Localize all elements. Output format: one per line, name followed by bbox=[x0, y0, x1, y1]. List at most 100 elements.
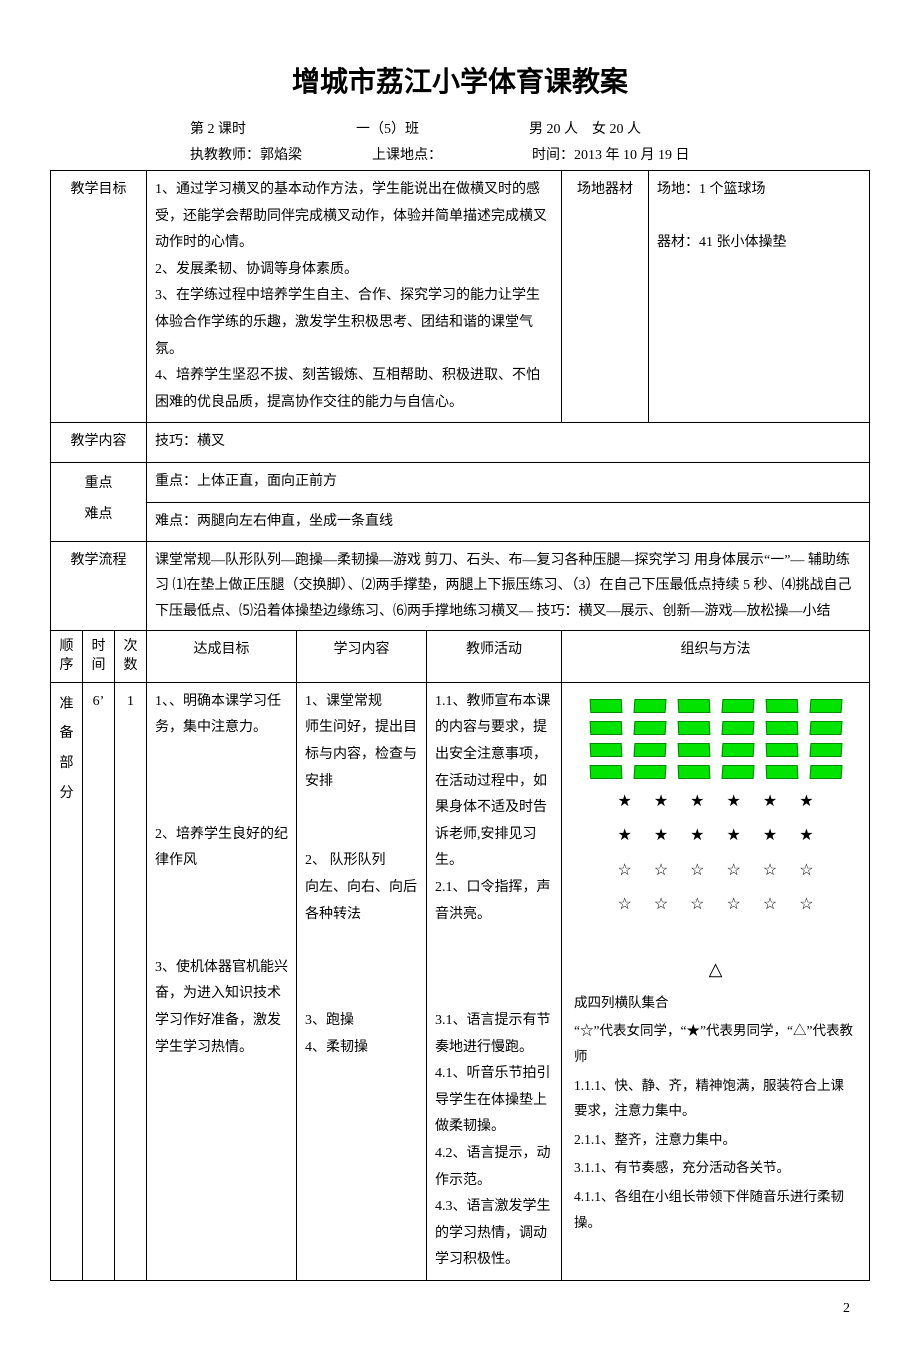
star-row: ★★★★★★ bbox=[570, 821, 861, 851]
star-outline-icon: ☆ bbox=[727, 856, 741, 886]
star-outline-icon: ☆ bbox=[763, 856, 777, 886]
mat-icon bbox=[633, 765, 666, 779]
kd-label-1: 重点 bbox=[59, 469, 138, 500]
table-row: 顺序 时间 次数 达成目标 学习内容 教师活动 组织与方法 bbox=[51, 630, 870, 682]
mat-icon bbox=[809, 765, 842, 779]
section-char: 准 bbox=[59, 692, 74, 719]
goal-text: 1、通过学习横叉的基本动作方法，学生能说出在做横叉时的感受，还能学会帮助同伴完成… bbox=[147, 171, 562, 423]
hdr-count: 次数 bbox=[115, 630, 147, 682]
mat-row bbox=[570, 765, 861, 779]
star-outline-icon: ☆ bbox=[654, 856, 668, 886]
prep-time: 6’ bbox=[83, 682, 115, 1280]
star-filled-icon: ★ bbox=[690, 787, 704, 817]
page-number: 2 bbox=[50, 1301, 870, 1317]
star-filled-icon: ★ bbox=[617, 787, 631, 817]
mat-icon bbox=[589, 699, 622, 713]
students-text: 男 20 人 女 20 人 bbox=[529, 118, 641, 138]
star-outline-icon: ☆ bbox=[690, 890, 704, 920]
mat-icon bbox=[633, 743, 666, 757]
org-text-block: 成四列横队集合 “☆”代表女同学，“★”代表男同学，“△”代表教师 1.1.1、… bbox=[570, 990, 861, 1236]
star-filled-icon: ★ bbox=[763, 787, 777, 817]
star-row: ☆☆☆☆☆☆ bbox=[570, 890, 861, 920]
meta-row-2: 执教教师：郭焰梁 上课地点： 时间：2013 年 10 月 19 日 bbox=[50, 144, 870, 164]
prep-org: ★★★★★★★★★★★★☆☆☆☆☆☆☆☆☆☆☆☆ △ 成四列横队集合 “☆”代表… bbox=[562, 682, 870, 1280]
org-note: 1.1.1、快、静、齐，精神饱满，服装符合上课要求，注意力集中。 bbox=[574, 1073, 857, 1124]
hdr-order: 顺序 bbox=[51, 630, 83, 682]
formation-diagram: ★★★★★★★★★★★★☆☆☆☆☆☆☆☆☆☆☆☆ bbox=[570, 689, 861, 935]
mat-row bbox=[570, 721, 861, 735]
mat-row bbox=[570, 743, 861, 757]
goal-label: 教学目标 bbox=[51, 171, 147, 423]
mat-icon bbox=[721, 699, 754, 713]
star-outline-icon: ☆ bbox=[799, 890, 813, 920]
kd-label: 重点 难点 bbox=[51, 462, 147, 541]
star-filled-icon: ★ bbox=[617, 821, 631, 851]
mat-icon bbox=[809, 699, 842, 713]
section-char: 分 bbox=[59, 781, 74, 808]
hdr-goal: 达成目标 bbox=[147, 630, 297, 682]
star-row: ★ ★ ★ ★ ★ ★ bbox=[570, 787, 861, 817]
mat-icon bbox=[589, 721, 622, 735]
table-row: 教学流程 课堂常规—队形队列—跑操—柔韧操—游戏 剪刀、石头、布—复习各种压腿—… bbox=[51, 542, 870, 631]
lesson-plan-table: 教学目标 1、通过学习横叉的基本动作方法，学生能说出在做横叉时的感受，还能学会帮… bbox=[50, 170, 870, 1281]
kd-text-1: 重点：上体正直，面向正前方 bbox=[147, 462, 870, 502]
table-row: 难点：两腿向左右伸直，坐成一条直线 bbox=[51, 502, 870, 542]
formation-caption: 成四列横队集合 bbox=[574, 990, 857, 1016]
mat-icon bbox=[677, 699, 710, 713]
star-row: ☆ ☆ ☆ ☆ ☆ ☆ bbox=[570, 856, 861, 886]
mat-icon bbox=[677, 765, 710, 779]
star-outline-icon: ☆ bbox=[727, 890, 741, 920]
star-filled-icon: ★ bbox=[763, 821, 777, 851]
period-text: 第 2 课时 bbox=[190, 118, 246, 138]
time-text: 时间：2013 年 10 月 19 日 bbox=[532, 144, 690, 164]
star-filled-icon: ★ bbox=[654, 821, 668, 851]
venue-text: 场地：1 个篮球场 器材：41 张小体操垫 bbox=[649, 171, 870, 423]
star-filled-icon: ★ bbox=[690, 821, 704, 851]
flow-label: 教学流程 bbox=[51, 542, 147, 631]
star-outline-icon: ☆ bbox=[799, 856, 813, 886]
section-label: 准 备 部 分 bbox=[51, 682, 83, 1280]
mat-icon bbox=[589, 743, 622, 757]
meta-row-1: 第 2 课时 一（5）班 男 20 人 女 20 人 bbox=[50, 118, 870, 138]
mat-row bbox=[570, 699, 861, 713]
table-row: 教学目标 1、通过学习横叉的基本动作方法，学生能说出在做横叉时的感受，还能学会帮… bbox=[51, 171, 870, 423]
mat-icon bbox=[809, 743, 842, 757]
org-note: 3.1.1、有节奏感，充分活动各关节。 bbox=[574, 1155, 857, 1181]
prep-content: 1、课堂常规 师生问好，提出目标与内容，检查与安排 2、 队形队列 向左、向右、… bbox=[297, 682, 427, 1280]
hdr-org: 组织与方法 bbox=[562, 630, 870, 682]
star-filled-icon: ★ bbox=[727, 787, 741, 817]
kd-label-2: 难点 bbox=[59, 500, 138, 531]
star-outline-icon: ☆ bbox=[617, 856, 631, 886]
prep-count: 1 bbox=[115, 682, 147, 1280]
star-outline-icon: ☆ bbox=[690, 856, 704, 886]
kd-text-2: 难点：两腿向左右伸直，坐成一条直线 bbox=[147, 502, 870, 542]
star-filled-icon: ★ bbox=[727, 821, 741, 851]
mat-icon bbox=[721, 765, 754, 779]
page-title: 增城市荔江小学体育课教案 bbox=[50, 60, 870, 100]
table-row: 重点 难点 重点：上体正直，面向正前方 bbox=[51, 462, 870, 502]
mat-icon bbox=[677, 743, 710, 757]
section-char: 部 bbox=[59, 751, 74, 778]
star-outline-icon: ☆ bbox=[654, 890, 668, 920]
mat-icon bbox=[633, 699, 666, 713]
star-filled-icon: ★ bbox=[799, 787, 813, 817]
hdr-time: 时间 bbox=[83, 630, 115, 682]
mat-icon bbox=[765, 765, 798, 779]
star-filled-icon: ★ bbox=[654, 787, 668, 817]
section-char: 备 bbox=[59, 721, 74, 748]
mat-icon bbox=[677, 721, 710, 735]
prep-goals: 1、、明确本课学习任务，集中注意力。 2、培养学生良好的纪律作风 3、使机体器官… bbox=[147, 682, 297, 1280]
star-outline-icon: ☆ bbox=[763, 890, 777, 920]
hdr-content: 学习内容 bbox=[297, 630, 427, 682]
org-note: 2.1.1、整齐，注意力集中。 bbox=[574, 1127, 857, 1153]
content-text: 技巧：横叉 bbox=[147, 423, 870, 463]
teacher-text: 执教教师：郭焰梁 bbox=[190, 144, 302, 164]
mat-icon bbox=[721, 721, 754, 735]
org-note: 4.1.1、各组在小组长带领下伴随音乐进行柔韧操。 bbox=[574, 1184, 857, 1235]
class-text: 一（5）班 bbox=[356, 118, 419, 138]
table-row: 教学内容 技巧：横叉 bbox=[51, 423, 870, 463]
content-label: 教学内容 bbox=[51, 423, 147, 463]
mat-icon bbox=[765, 721, 798, 735]
formation-legend: “☆”代表女同学，“★”代表男同学，“△”代表教师 bbox=[574, 1018, 857, 1069]
triangle-icon: △ bbox=[570, 952, 861, 986]
